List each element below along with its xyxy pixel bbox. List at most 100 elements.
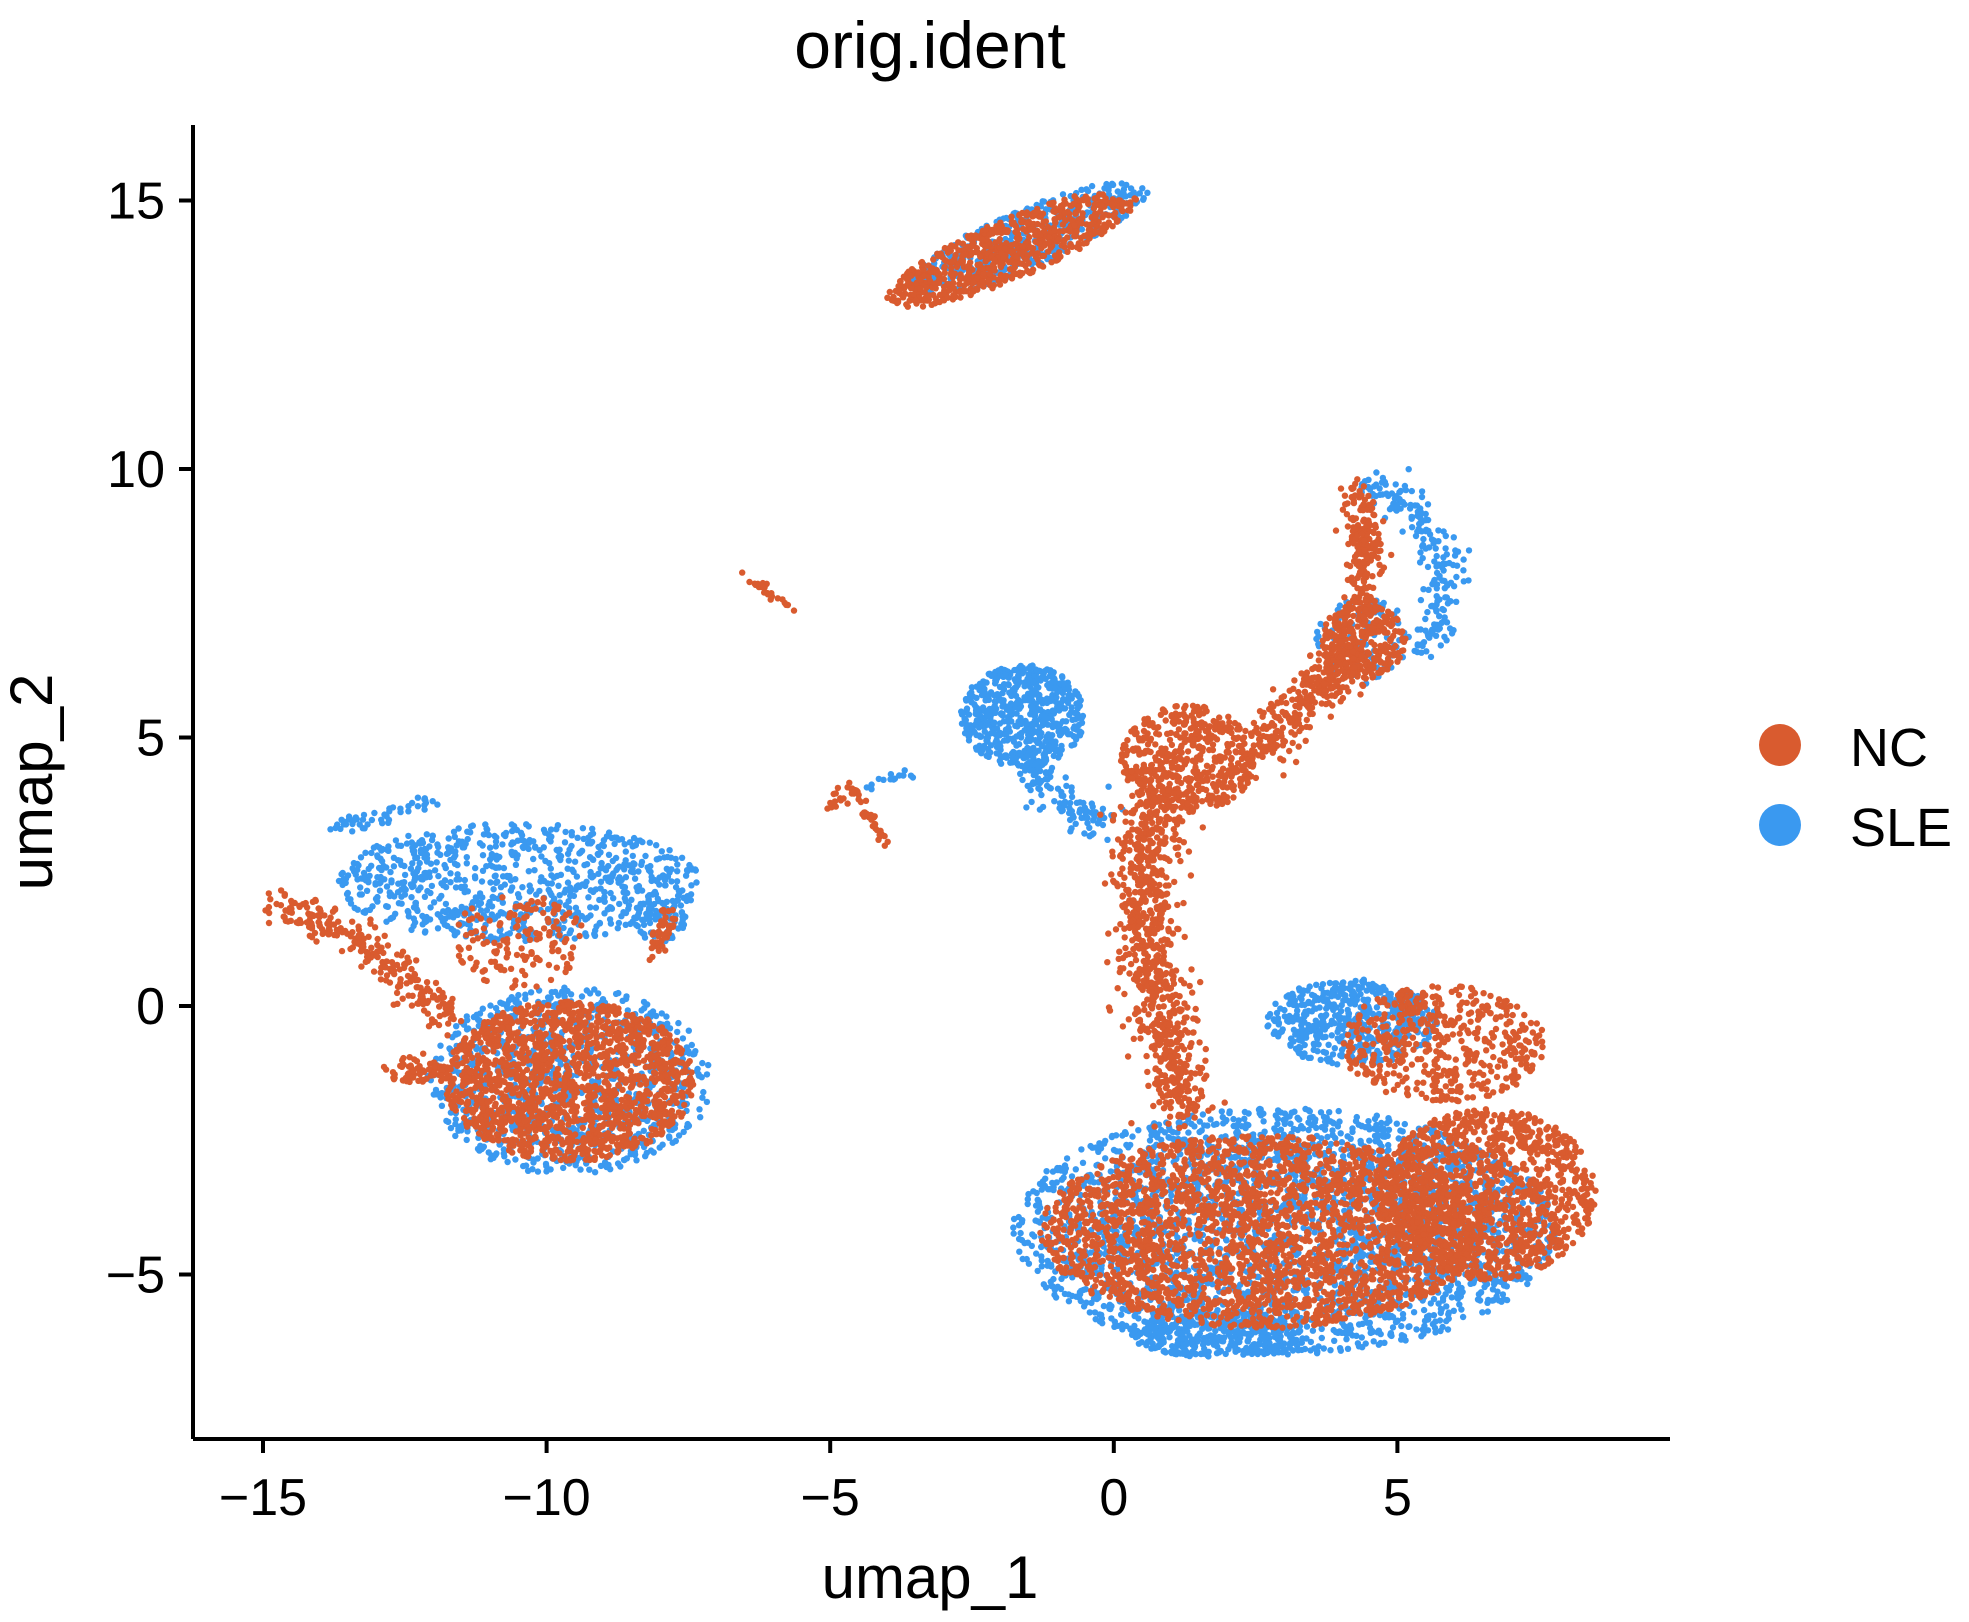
data-point: [447, 1124, 455, 1132]
data-point: [1419, 541, 1427, 549]
data-point: [463, 854, 470, 861]
data-point: [678, 854, 686, 861]
data-point: [405, 909, 412, 916]
data-point: [1056, 805, 1063, 812]
data-point: [1040, 198, 1048, 205]
data-point: [1420, 535, 1427, 543]
data-point: [1405, 466, 1412, 473]
data-point: [1090, 830, 1097, 837]
data-point: [418, 837, 425, 844]
data-point: [1431, 558, 1438, 565]
data-point: [1078, 719, 1086, 726]
data-point: [1337, 1130, 1344, 1137]
data-point: [1499, 1291, 1507, 1298]
data-point: [1326, 1109, 1333, 1116]
data-point: [1103, 180, 1110, 188]
data-point: [479, 894, 486, 901]
data-point: [618, 876, 625, 884]
data-point: [609, 872, 616, 879]
data-point: [597, 849, 604, 856]
data-point: [677, 902, 685, 909]
data-point: [679, 1035, 687, 1042]
data-point: [1289, 996, 1297, 1003]
data-point: [360, 908, 367, 916]
data-point: [1401, 1120, 1409, 1128]
data-point: [1305, 1054, 1312, 1062]
data-point: [993, 675, 1001, 682]
data-point: [1444, 600, 1452, 607]
data-point: [631, 1151, 639, 1159]
data-point: [1317, 1056, 1324, 1064]
data-point: [440, 908, 447, 915]
data-point: [1054, 785, 1062, 792]
data-point: [640, 998, 648, 1006]
data-point: [1017, 1229, 1024, 1237]
data-point: [1060, 792, 1067, 800]
data-point: [699, 1094, 706, 1101]
data-point: [1327, 1347, 1334, 1354]
data-point: [1049, 707, 1057, 714]
data-point: [1016, 664, 1023, 671]
data-point: [691, 1050, 698, 1058]
data-point: [379, 845, 386, 853]
data-point: [687, 897, 694, 904]
data-point: [1440, 567, 1447, 574]
data-point: [548, 989, 555, 996]
data-point: [578, 993, 586, 1000]
data-point: [1042, 775, 1049, 783]
data-point: [1073, 691, 1080, 698]
data-point: [1290, 1026, 1298, 1034]
data-point: [963, 725, 970, 732]
data-point: [591, 931, 598, 938]
data-point: [1055, 754, 1062, 761]
data-point: [1331, 1337, 1338, 1345]
data-point: [640, 921, 648, 928]
chart-title: orig.ident: [794, 8, 1066, 82]
data-point: [451, 860, 459, 867]
data-point: [976, 712, 983, 719]
data-point: [1424, 501, 1432, 508]
data-point: [1130, 189, 1138, 196]
data-point: [1027, 786, 1034, 794]
data-point: [465, 1025, 472, 1032]
data-point: [490, 886, 497, 893]
data-point: [608, 905, 616, 912]
data-point: [612, 854, 620, 862]
data-point: [542, 829, 549, 836]
data-point: [1070, 725, 1077, 732]
data-point: [532, 844, 539, 851]
data-point: [555, 882, 562, 889]
data-point: [543, 1168, 550, 1175]
data-point: [1443, 637, 1450, 644]
data-point: [995, 731, 1003, 739]
data-point: [381, 876, 388, 883]
data-point: [460, 844, 468, 851]
scatter-points: [262, 180, 1599, 1360]
data-point: [515, 894, 523, 901]
data-point: [1071, 741, 1078, 748]
data-point: [1275, 1021, 1282, 1028]
data-point: [546, 860, 553, 867]
data-point: [654, 895, 661, 902]
data-point: [363, 887, 371, 894]
data-point: [994, 691, 1001, 698]
data-point: [1013, 700, 1020, 707]
data-point: [629, 843, 636, 850]
data-point: [1279, 1026, 1286, 1033]
data-point: [1078, 1146, 1085, 1153]
data-point: [401, 862, 408, 870]
data-point: [475, 901, 483, 909]
data-point: [1023, 753, 1031, 760]
data-point: [415, 887, 422, 894]
data-point: [1168, 1192, 1175, 1199]
data-point: [453, 876, 460, 883]
data-point: [592, 886, 600, 893]
data-point: [605, 877, 612, 885]
data-point: [476, 840, 484, 847]
data-point: [982, 722, 989, 730]
data-point: [645, 898, 652, 905]
data-point: [622, 898, 629, 905]
data-point: [1439, 605, 1446, 613]
data-point: [1465, 547, 1473, 554]
data-point: [438, 1102, 446, 1110]
